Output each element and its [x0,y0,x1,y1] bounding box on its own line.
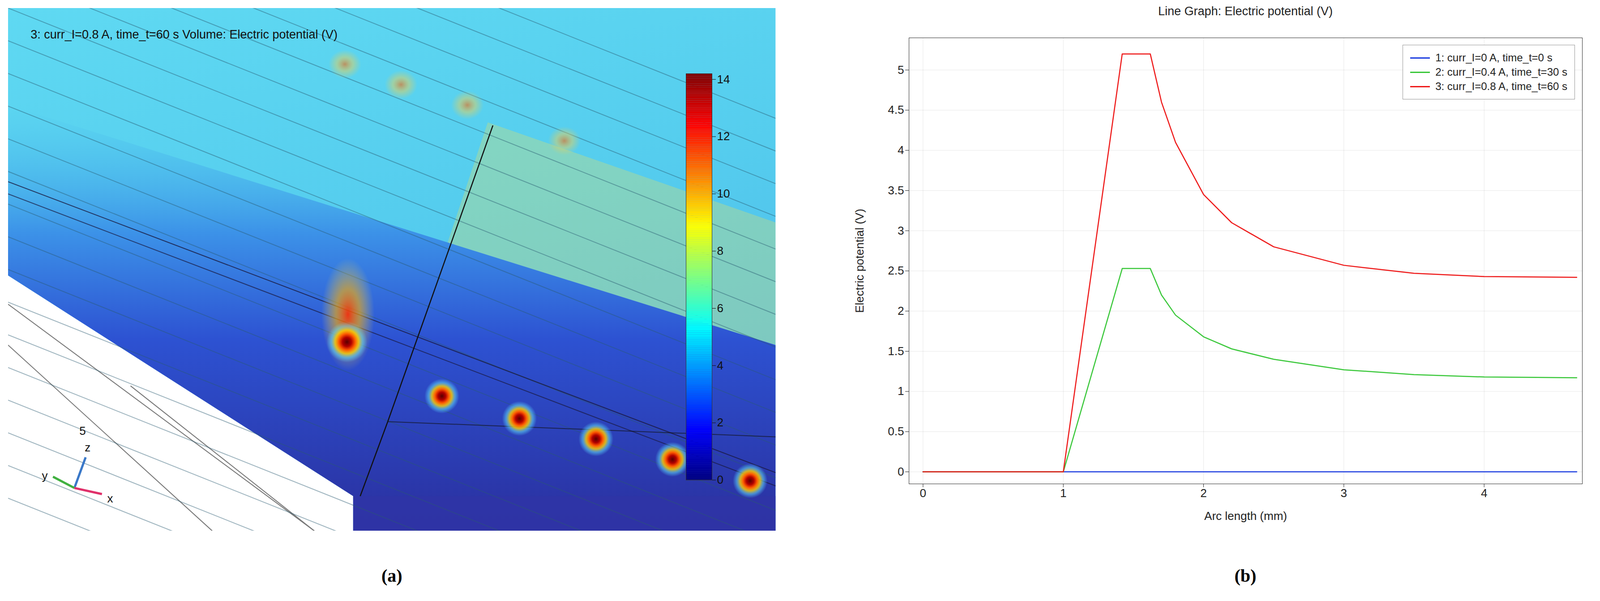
svg-text:z: z [84,440,91,454]
html-text:3: curr_I=0.8 A, time_t=60 s: 3: curr_I=0.8 A, time_t=60 s [1435,80,1568,93]
svg-text:5: 5 [897,63,904,77]
svg-text:1: 1 [1060,486,1067,500]
html-text:2: curr_I=0.4 A, time_t=30 s: 2: curr_I=0.4 A, time_t=30 s [1435,65,1568,78]
svg-text:0.5: 0.5 [887,424,904,438]
svg-text:10: 10 [716,186,730,201]
svg-text:2.5: 2.5 [887,263,904,278]
svg-text:3.5: 3.5 [887,183,904,197]
svg-text:6: 6 [716,301,723,315]
svg-text:x: x [107,491,114,505]
svg-text:Arc length (mm): Arc length (mm) [1204,509,1288,523]
html-text:1: curr_I=0 A, time_t=0 s: 1: curr_I=0 A, time_t=0 s [1435,51,1553,64]
svg-text:4: 4 [716,358,723,373]
svg-text:2: 2 [1200,486,1207,500]
svg-text:5: 5 [79,423,86,438]
svg-text:4.5: 4.5 [887,102,904,117]
svg-text:14: 14 [716,72,730,86]
svg-text:Electric potential (V): Electric potential (V) [852,208,867,313]
svg-text:y: y [42,468,48,483]
svg-text:3: 3 [1340,486,1348,500]
svg-text:1.5: 1.5 [887,344,904,358]
svg-text:0: 0 [919,486,927,500]
html-text:(b): (b) [1234,565,1257,586]
svg-text:3: curr_I=0.8 A, time_t=60 s V: 3: curr_I=0.8 A, time_t=60 s Volume: Ele… [30,27,338,42]
svg-text:4: 4 [1480,486,1488,500]
html-text:Line Graph: Electric potential: Line Graph: Electric potential (V) [1158,4,1333,18]
svg-text:2: 2 [897,303,904,318]
svg-text:4: 4 [897,143,904,157]
svg-text:3: 3 [897,223,904,238]
svg-text:0: 0 [716,472,723,487]
svg-text:12: 12 [716,129,730,143]
svg-text:8: 8 [716,243,723,258]
html-text:(a): (a) [381,565,403,586]
svg-text:1: 1 [897,384,904,398]
svg-text:0: 0 [897,464,904,479]
svg-text:2: 2 [716,415,723,429]
